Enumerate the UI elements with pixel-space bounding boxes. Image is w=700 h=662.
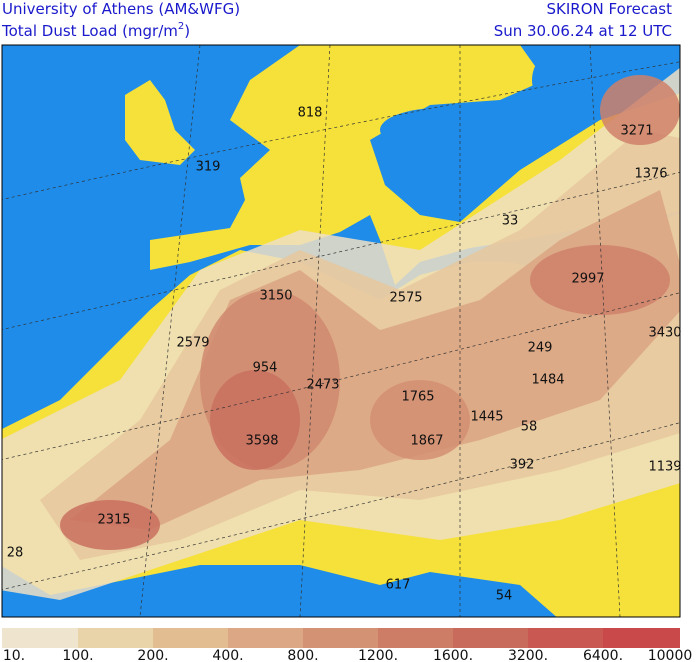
colorbar-label: 400. <box>212 648 243 662</box>
colorbar-label: 100. <box>62 648 93 662</box>
map-labels: 818 319 3271 1376 33 2997 3150 2575 2579… <box>7 106 682 604</box>
map-label: 1765 <box>401 390 434 405</box>
map-label: 249 <box>528 341 553 356</box>
map-label: 2579 <box>176 336 209 351</box>
map-label: 392 <box>510 458 535 473</box>
map-label: 1445 <box>470 410 503 425</box>
colorbar-swatch <box>153 628 228 648</box>
colorbar-swatch <box>378 628 453 648</box>
map-label: 1139 <box>648 460 681 475</box>
colorbar-swatch <box>303 628 378 648</box>
map-label: 319 <box>196 160 221 175</box>
colorbar-label: 1200. <box>358 648 398 662</box>
map-label: 33 <box>502 214 519 229</box>
forecast-time: Sun 30.06.24 at 12 UTC <box>494 22 672 40</box>
map-label: 54 <box>496 589 513 604</box>
colorbar-label: 6400. <box>583 648 623 662</box>
colorbar: 10. 100. 200. 400. 800. 1200. 1600. 3200… <box>2 628 692 662</box>
map-label: 58 <box>521 420 538 435</box>
colorbar-swatch <box>78 628 153 648</box>
institution: University of Athens (AM&WFG) <box>2 0 240 18</box>
map-label: 3598 <box>245 434 278 449</box>
colorbar-label: 10. <box>3 648 25 662</box>
map-body <box>2 45 680 617</box>
colorbar-swatch <box>2 628 78 648</box>
colorbar-swatch <box>603 628 680 648</box>
map-label: 954 <box>253 361 278 376</box>
map-label: 818 <box>298 106 323 121</box>
dust <box>2 67 680 600</box>
map-label: 28 <box>7 546 24 561</box>
map-label: 1867 <box>410 434 443 449</box>
colorbar-swatch <box>228 628 303 648</box>
map-label: 2997 <box>571 272 604 287</box>
map-label: 1484 <box>531 373 564 388</box>
product-sup: 2 <box>178 21 184 32</box>
colorbar-swatch <box>453 628 528 648</box>
map-label: 2315 <box>97 513 130 528</box>
map: 818 319 3271 1376 33 2997 3150 2575 2579… <box>1 44 682 618</box>
product-end: ) <box>184 22 190 40</box>
colorbar-label: 800. <box>287 648 318 662</box>
forecast-name: SKIRON Forecast <box>547 0 673 18</box>
map-label: 2473 <box>306 378 339 393</box>
map-label: 3150 <box>259 289 292 304</box>
header: University of Athens (AM&WFG) Total Dust… <box>1 0 672 40</box>
map-label: 3430 <box>648 326 681 341</box>
map-label: 2575 <box>389 291 422 306</box>
map-label: 3271 <box>620 124 653 139</box>
black-sea <box>380 108 500 152</box>
map-label: 617 <box>386 578 411 593</box>
land-uk <box>125 80 195 165</box>
colorbar-label: 10000 <box>648 648 693 662</box>
colorbar-swatch <box>528 628 603 648</box>
map-label: 1376 <box>634 167 667 182</box>
map-frame <box>1 44 681 618</box>
caspian-sea <box>532 50 588 110</box>
product-text: Total Dust Load (mgr/m <box>1 22 178 40</box>
colorbar-label: 3200. <box>508 648 548 662</box>
colorbar-label: 200. <box>137 648 168 662</box>
product: Total Dust Load (mgr/m2) <box>1 21 190 40</box>
colorbar-label: 1600. <box>433 648 473 662</box>
graticule <box>2 45 680 617</box>
